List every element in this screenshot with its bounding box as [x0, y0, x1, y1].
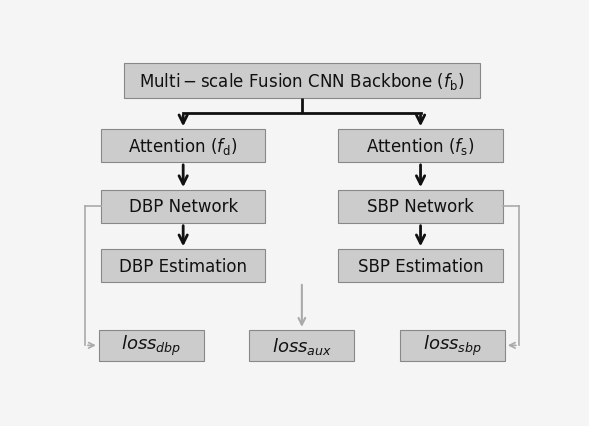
- Text: $\mathit{loss}_{aux}$: $\mathit{loss}_{aux}$: [272, 335, 332, 356]
- Text: SBP Network: SBP Network: [367, 198, 474, 216]
- FancyBboxPatch shape: [101, 130, 266, 163]
- Text: DBP Estimation: DBP Estimation: [119, 257, 247, 275]
- Text: SBP Estimation: SBP Estimation: [358, 257, 484, 275]
- FancyBboxPatch shape: [338, 190, 503, 223]
- Text: $\mathit{loss}_{sbp}$: $\mathit{loss}_{sbp}$: [423, 334, 482, 357]
- FancyBboxPatch shape: [124, 64, 480, 99]
- Text: $\mathit{loss}_{dbp}$: $\mathit{loss}_{dbp}$: [121, 334, 181, 357]
- FancyBboxPatch shape: [101, 190, 266, 223]
- FancyBboxPatch shape: [99, 330, 204, 361]
- FancyBboxPatch shape: [338, 250, 503, 282]
- Text: $\mathrm{Attention\ (}\mathit{f}_{\mathrm{s}}\mathrm{)}$: $\mathrm{Attention\ (}\mathit{f}_{\mathr…: [366, 136, 475, 157]
- FancyBboxPatch shape: [101, 250, 266, 282]
- FancyBboxPatch shape: [338, 130, 503, 163]
- Text: $\mathrm{Multi-scale\ Fusion\ CNN\ Backbone\ (}\mathit{f}_{\mathrm{b}}\mathrm{)}: $\mathrm{Multi-scale\ Fusion\ CNN\ Backb…: [139, 71, 465, 92]
- FancyBboxPatch shape: [249, 330, 355, 361]
- FancyBboxPatch shape: [400, 330, 505, 361]
- Text: DBP Network: DBP Network: [128, 198, 238, 216]
- Text: $\mathrm{Attention\ (}\mathit{f}_{\mathrm{d}}\mathrm{)}$: $\mathrm{Attention\ (}\mathit{f}_{\mathr…: [128, 136, 238, 157]
